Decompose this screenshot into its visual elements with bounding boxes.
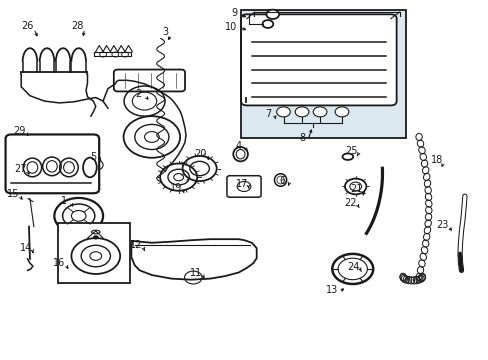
Circle shape [334, 107, 348, 117]
Text: 26: 26 [21, 21, 34, 31]
Text: 25: 25 [345, 146, 357, 156]
Text: 5: 5 [90, 152, 96, 162]
Text: 16: 16 [53, 258, 65, 268]
Bar [240, 10, 406, 138]
Circle shape [100, 52, 106, 57]
Text: 3: 3 [162, 27, 168, 37]
Text: 14: 14 [20, 243, 32, 253]
Circle shape [266, 10, 279, 19]
Circle shape [122, 52, 128, 57]
Text: 24: 24 [346, 262, 359, 272]
Circle shape [184, 271, 202, 284]
Ellipse shape [83, 158, 97, 177]
Ellipse shape [91, 230, 100, 234]
Circle shape [93, 235, 99, 239]
Text: 23: 23 [435, 220, 447, 230]
Circle shape [71, 211, 86, 221]
Circle shape [295, 107, 308, 117]
Circle shape [276, 107, 290, 117]
Circle shape [92, 162, 100, 168]
Text: 29: 29 [13, 126, 25, 135]
FancyBboxPatch shape [5, 134, 99, 193]
Text: 1: 1 [61, 196, 67, 206]
Text: 7: 7 [264, 109, 270, 119]
Circle shape [344, 179, 366, 194]
Circle shape [262, 20, 273, 28]
Circle shape [331, 254, 372, 284]
Text: 4: 4 [235, 140, 241, 150]
Circle shape [173, 174, 183, 181]
Circle shape [90, 252, 102, 260]
Text: 21: 21 [350, 184, 362, 194]
Text: 12: 12 [130, 240, 142, 250]
Circle shape [112, 52, 119, 57]
Text: 8: 8 [298, 133, 305, 143]
Text: 19: 19 [170, 183, 182, 193]
Circle shape [88, 159, 103, 170]
Text: 10: 10 [225, 22, 237, 32]
Text: 28: 28 [71, 21, 84, 31]
Text: 2: 2 [135, 89, 142, 99]
Text: 17: 17 [235, 179, 248, 189]
FancyBboxPatch shape [241, 14, 396, 105]
Text: 27: 27 [14, 164, 26, 174]
Text: 13: 13 [325, 285, 338, 296]
Text: 18: 18 [430, 155, 442, 165]
Circle shape [144, 132, 159, 142]
Text: 9: 9 [231, 8, 237, 18]
Text: 6: 6 [279, 176, 285, 186]
Text: 11: 11 [189, 267, 202, 278]
Circle shape [313, 107, 326, 117]
Text: 22: 22 [344, 198, 356, 208]
Text: 20: 20 [194, 149, 206, 159]
Text: 15: 15 [7, 189, 19, 199]
Bar [58, 223, 130, 283]
